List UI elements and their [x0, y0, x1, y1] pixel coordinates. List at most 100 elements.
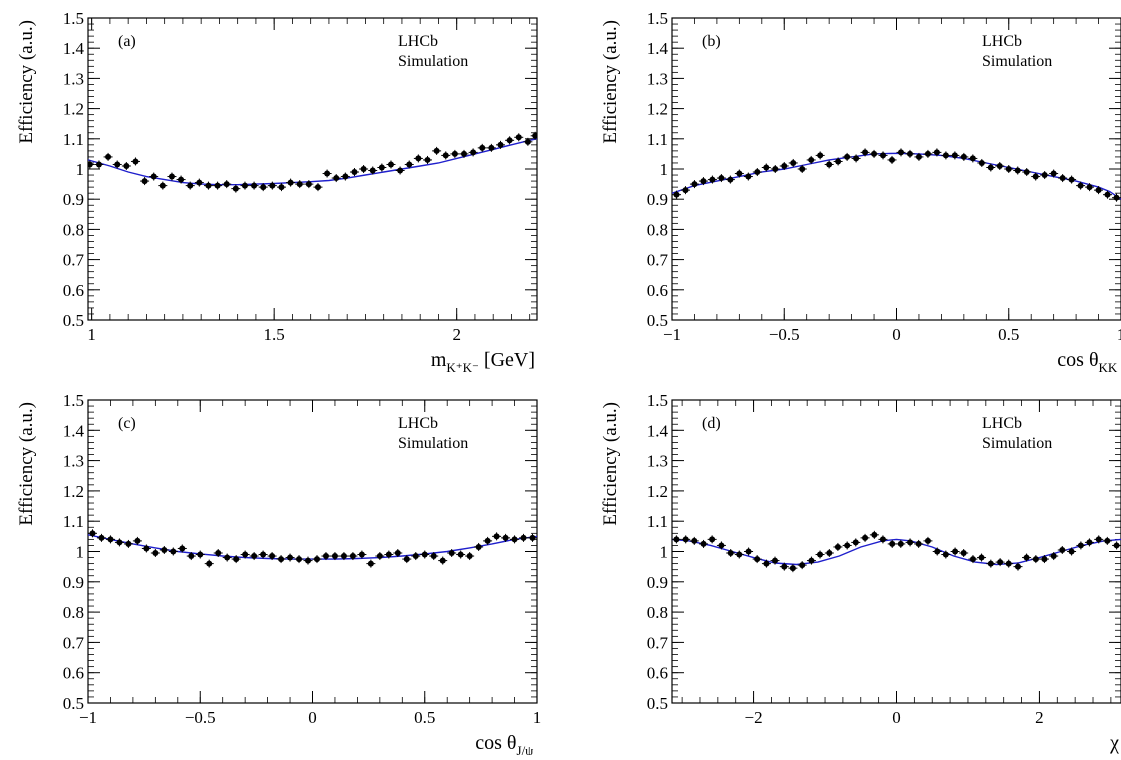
x-tick-label-c: −0.5 [185, 708, 216, 727]
y-tick-label-b: 1.2 [647, 100, 668, 119]
data-point-b [987, 164, 994, 171]
data-point-a [451, 150, 458, 157]
data-point-c [376, 553, 383, 560]
data-point-c [385, 551, 392, 558]
x-axis-label-b: cos θKK [1057, 349, 1119, 375]
data-point-d [1032, 556, 1039, 563]
data-point-a [378, 164, 385, 171]
data-point-a [333, 175, 340, 182]
plot-frame-b [671, 17, 1121, 321]
data-point-c [98, 534, 105, 541]
data-point-c [421, 551, 428, 558]
data-point-d [871, 531, 878, 538]
data-point-d [781, 563, 788, 570]
data-point-c [340, 553, 347, 560]
data-point-d [745, 548, 752, 555]
y-tick-label-a: 0.8 [63, 220, 84, 239]
data-point-b [1095, 187, 1102, 194]
data-point-c [260, 551, 267, 558]
data-point-a [278, 184, 285, 191]
data-point-b [772, 166, 779, 172]
data-point-b [691, 181, 698, 188]
data-point-a [132, 158, 139, 165]
data-point-b [942, 152, 949, 159]
fit-curve-d [672, 538, 1121, 566]
x-tick-label-c: 1 [533, 708, 542, 727]
annotation-line-b: Simulation [982, 53, 1052, 70]
data-point-c [484, 537, 491, 544]
data-point-c [322, 553, 329, 560]
data-point-d [852, 539, 859, 546]
data-point-a [397, 167, 404, 174]
data-point-d [907, 539, 914, 546]
data-point-b [897, 149, 904, 156]
data-point-c [493, 533, 500, 540]
y-tick-label-a: 1.4 [63, 39, 85, 58]
data-point-a [324, 170, 331, 177]
x-tick-label-d: 2 [1035, 708, 1044, 727]
data-point-c [430, 553, 437, 560]
data-point-d [817, 551, 824, 558]
annotation-line-c: LHCb [398, 415, 438, 432]
y-tick-label-c: 1.5 [63, 391, 84, 410]
data-point-b [1032, 173, 1039, 180]
x-tick-label-a: 2 [452, 325, 461, 344]
y-tick-label-a: 1.1 [63, 130, 84, 149]
points-a [88, 131, 537, 193]
x-tick-label-d: 0 [892, 708, 901, 727]
data-point-b [1077, 182, 1084, 189]
panel-b: 0.5 0.6 0.7 0.8 0.9 1 1.1 1.2 1.3 1.4 1.5 −1 −0.5 0 0.… [600, 9, 1121, 375]
data-point-d [799, 562, 806, 569]
y-tick-label-d: 0.7 [647, 633, 669, 652]
data-point-c [188, 553, 195, 560]
y-tick-label-c: 1.2 [63, 482, 84, 501]
annotation-line-a: Simulation [398, 53, 468, 70]
data-point-a [196, 179, 203, 186]
panel-label-d: (d) [702, 415, 721, 432]
data-point-b [978, 159, 985, 166]
data-point-d [826, 550, 833, 557]
data-point-b [1113, 194, 1120, 201]
data-point-c [134, 537, 141, 544]
data-point-a [159, 182, 166, 189]
data-point-c [367, 560, 374, 567]
data-point-c [394, 550, 401, 557]
data-point-c [107, 536, 114, 543]
data-point-d [978, 554, 985, 561]
data-point-c [349, 553, 356, 560]
x-tick-label-a: 1.5 [264, 325, 285, 344]
data-point-a [241, 182, 248, 189]
x-tick-label-c: −1 [79, 708, 97, 727]
data-point-b [727, 176, 734, 183]
y-tick-label-a: 0.7 [63, 251, 85, 270]
data-point-b [1014, 167, 1021, 174]
x-tick-label-b: 0 [892, 325, 901, 344]
data-point-b [763, 164, 770, 171]
data-point-c [475, 543, 482, 550]
data-point-b [1005, 166, 1012, 172]
data-point-d [915, 540, 922, 547]
y-tick-label-c: 1.4 [63, 421, 85, 440]
data-point-d [700, 540, 707, 547]
y-tick-label-b: 1.4 [647, 39, 669, 58]
data-point-d [736, 551, 743, 558]
y-tick-label-d: 0.6 [647, 664, 668, 683]
data-point-d [772, 557, 779, 564]
data-point-a [114, 161, 121, 168]
data-point-d [1113, 542, 1120, 549]
data-point-a [460, 150, 467, 157]
y-tick-label-d: 1.3 [647, 452, 668, 471]
data-point-b [951, 152, 958, 159]
x-tick-label-a: 1 [87, 325, 96, 344]
y-tick-label-b: 0.7 [647, 251, 669, 270]
data-point-c [520, 534, 527, 541]
x-tick-label-b: 1 [1117, 325, 1121, 344]
data-point-b [871, 150, 878, 157]
data-point-d [960, 550, 967, 557]
data-point-d [808, 557, 815, 564]
data-point-c [448, 550, 455, 557]
data-point-c [457, 551, 464, 558]
y-tick-label-d: 1.2 [647, 482, 668, 501]
data-point-c [251, 553, 258, 560]
data-point-d [934, 548, 941, 555]
